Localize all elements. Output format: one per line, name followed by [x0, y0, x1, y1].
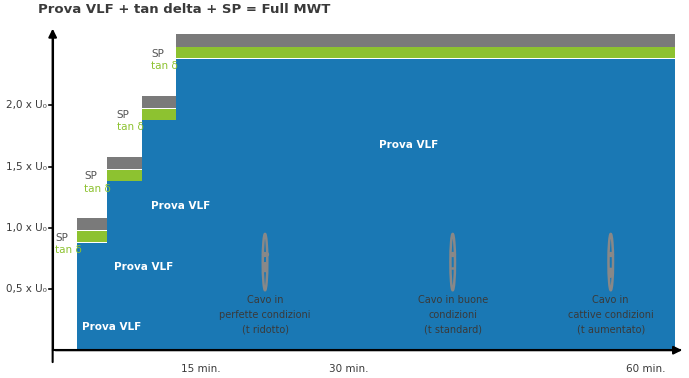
Text: perfette condizioni: perfette condizioni: [219, 310, 311, 320]
Text: cattive condizioni: cattive condizioni: [568, 310, 654, 320]
Text: tan δ: tan δ: [55, 245, 82, 255]
Text: Prova VLF: Prova VLF: [379, 139, 438, 150]
Text: SP: SP: [117, 110, 130, 120]
Text: Cavo in buone: Cavo in buone: [418, 295, 488, 305]
Bar: [141, 96, 176, 108]
Text: Prova VLF: Prova VLF: [114, 262, 173, 272]
Text: condizioni: condizioni: [428, 310, 477, 320]
Bar: [77, 218, 107, 230]
Text: SP: SP: [152, 49, 164, 59]
Text: 2,0 x U₀: 2,0 x U₀: [6, 101, 47, 110]
Bar: [107, 170, 141, 181]
Text: 60 min.: 60 min.: [626, 364, 665, 374]
Text: Cavo in: Cavo in: [593, 295, 629, 305]
Bar: [107, 181, 141, 350]
Text: 30 min.: 30 min.: [329, 364, 369, 374]
Text: SP: SP: [55, 232, 68, 243]
Text: (t aumentato): (t aumentato): [577, 324, 645, 335]
Bar: [176, 34, 675, 47]
Text: Cavo in: Cavo in: [247, 295, 283, 305]
Text: tan δ: tan δ: [117, 122, 143, 132]
Text: Prova VLF: Prova VLF: [152, 201, 211, 211]
Text: (t standard): (t standard): [424, 324, 482, 335]
Text: Prova VLF + tan delta + SP = Full MWT: Prova VLF + tan delta + SP = Full MWT: [38, 3, 330, 16]
Text: 1,5 x U₀: 1,5 x U₀: [6, 162, 47, 172]
Bar: [176, 59, 675, 350]
Text: tan δ: tan δ: [84, 184, 111, 194]
Text: 15 min.: 15 min.: [181, 364, 220, 374]
Bar: [77, 243, 107, 350]
Text: SP: SP: [84, 171, 97, 181]
Bar: [141, 108, 176, 119]
Text: tan δ: tan δ: [152, 61, 178, 71]
Bar: [141, 120, 176, 350]
Bar: [176, 47, 675, 58]
Text: Prova VLF: Prova VLF: [82, 322, 141, 332]
Text: 0,5 x U₀: 0,5 x U₀: [6, 284, 47, 294]
Bar: [77, 231, 107, 242]
Text: 1,0 x U₀: 1,0 x U₀: [6, 223, 47, 233]
Bar: [107, 157, 141, 169]
Text: (t ridotto): (t ridotto): [242, 324, 289, 335]
